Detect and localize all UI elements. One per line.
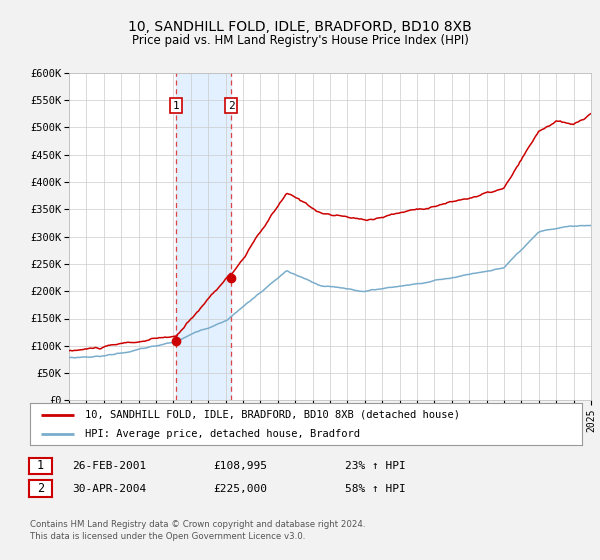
Text: 10, SANDHILL FOLD, IDLE, BRADFORD, BD10 8XB: 10, SANDHILL FOLD, IDLE, BRADFORD, BD10 … <box>128 20 472 34</box>
Text: Contains HM Land Registry data © Crown copyright and database right 2024.: Contains HM Land Registry data © Crown c… <box>30 520 365 529</box>
Text: 58% ↑ HPI: 58% ↑ HPI <box>345 484 406 494</box>
Text: 1: 1 <box>37 459 44 473</box>
Text: Price paid vs. HM Land Registry's House Price Index (HPI): Price paid vs. HM Land Registry's House … <box>131 34 469 46</box>
Text: 10, SANDHILL FOLD, IDLE, BRADFORD, BD10 8XB (detached house): 10, SANDHILL FOLD, IDLE, BRADFORD, BD10 … <box>85 409 460 419</box>
Text: HPI: Average price, detached house, Bradford: HPI: Average price, detached house, Brad… <box>85 429 360 439</box>
Text: 2: 2 <box>228 101 235 110</box>
Text: 26-FEB-2001: 26-FEB-2001 <box>72 461 146 471</box>
Bar <box>176 73 232 400</box>
Text: This data is licensed under the Open Government Licence v3.0.: This data is licensed under the Open Gov… <box>30 532 305 541</box>
Text: 1: 1 <box>173 101 179 110</box>
Text: 2: 2 <box>37 482 44 496</box>
Text: 30-APR-2004: 30-APR-2004 <box>72 484 146 494</box>
Text: £108,995: £108,995 <box>213 461 267 471</box>
Text: 23% ↑ HPI: 23% ↑ HPI <box>345 461 406 471</box>
Text: £225,000: £225,000 <box>213 484 267 494</box>
